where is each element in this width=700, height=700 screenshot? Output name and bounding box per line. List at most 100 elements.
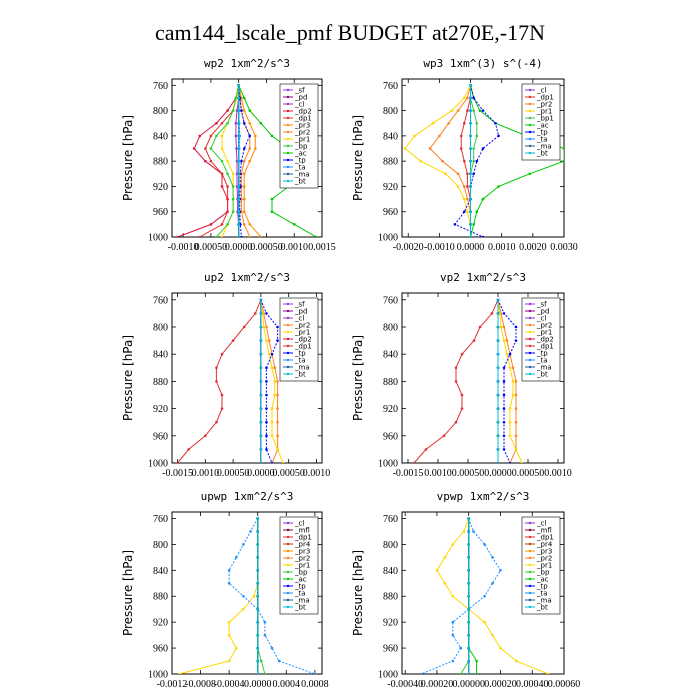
legend-marker <box>528 109 532 113</box>
legend-marker <box>286 130 290 134</box>
series-point-bt <box>237 223 240 226</box>
series-point-pr1 <box>499 646 502 650</box>
legend-marker <box>528 584 532 588</box>
x-tick-label: 0.0030 <box>550 242 578 253</box>
legend-label: _pd <box>294 307 307 315</box>
series-point-pr1 <box>463 197 466 201</box>
legend-marker <box>528 330 532 334</box>
series-point-pr2 <box>276 393 279 397</box>
series-point-bt <box>256 594 260 598</box>
series-point-pr3 <box>254 134 257 138</box>
legend-marker <box>286 351 290 355</box>
series-point-bp <box>209 147 213 150</box>
series-point-tp <box>265 366 268 370</box>
legend-marker <box>286 137 290 141</box>
series-point-bt <box>469 147 472 150</box>
legend-marker <box>286 365 290 369</box>
series-point-bt <box>237 185 240 188</box>
series-point-bp1 <box>472 159 475 163</box>
series-point-ta <box>451 659 455 663</box>
plot-frame <box>401 511 565 675</box>
legend-marker <box>286 179 290 183</box>
series-point-ac <box>315 235 318 237</box>
legend: _cl_mfl_dp1_pr4_pr3_pr2_pr1_bp_ac_tp_ta_… <box>521 516 561 615</box>
series-point-pr2 <box>463 185 466 188</box>
chart-panel-5: upwp 1xm^2/s^37608008408809209601000-0.0… <box>121 490 329 690</box>
y-tick-label: 880 <box>383 377 398 388</box>
chart-panel-3: up2 1xm^2/s^3 760 800 840 880 920 960 1000-0.00… <box>121 271 330 479</box>
series-point-bt <box>259 461 263 463</box>
series-point-bt <box>469 84 472 87</box>
series-point-pr1 <box>242 607 245 611</box>
series-point-pr1 <box>220 147 224 150</box>
x-tick-label: 0.0004 <box>273 679 301 690</box>
legend-marker <box>528 344 532 348</box>
y-tick-label: 1000 <box>148 233 168 244</box>
legend-marker <box>528 598 532 602</box>
legend-label: _dp1 <box>294 342 312 350</box>
y-tick-label: 960 <box>383 207 398 218</box>
series-point-pr2 <box>466 96 469 100</box>
series-point-tp <box>514 339 518 342</box>
legend-label: _cl <box>536 314 546 322</box>
series-point-ta <box>483 543 486 546</box>
series-point-pr2 <box>511 366 515 370</box>
series-point-ta <box>451 633 455 637</box>
x-tick-label: 0.00060 <box>548 679 581 690</box>
legend-marker <box>528 563 532 567</box>
series-point-ta <box>249 530 252 533</box>
legend-marker <box>286 102 290 106</box>
legend-label: _ac <box>294 149 307 157</box>
series-point-tp <box>265 448 268 451</box>
series-point-bt <box>469 223 472 226</box>
series-point-dp1 <box>209 134 213 138</box>
series-point-ta <box>270 646 274 650</box>
series-point-bt <box>237 197 240 201</box>
series-point-pr2 <box>505 339 509 342</box>
legend-marker <box>528 116 532 120</box>
y-tick-label: 880 <box>383 592 398 603</box>
legend-label: _pd <box>294 93 307 101</box>
series-point-pr3 <box>248 223 252 226</box>
x-tick-label: 0.00000 <box>452 679 485 690</box>
series-point-bt <box>467 556 471 559</box>
series-point-bt <box>259 434 263 438</box>
legend-marker <box>528 144 532 148</box>
y-tick-label: 1000 <box>378 670 398 681</box>
legend-marker <box>528 151 532 155</box>
x-tick-label: 0.00050 <box>272 468 305 479</box>
series-point-bp <box>215 134 218 138</box>
series-point-dp1 <box>463 159 466 163</box>
series-point-dp1 <box>412 461 416 463</box>
series-point-pr1 <box>443 581 447 585</box>
y-tick-label: 880 <box>153 592 168 603</box>
chart-panels: wp2 1xm^2/s^37608008408809209601000-0.00… <box>121 57 580 690</box>
legend-label: _pr1 <box>294 561 310 569</box>
chart-panel-4: vp2 1xm^2/s^3 760 800 840 880 920 960 1000-0.00… <box>351 271 572 479</box>
y-tick-label: 920 <box>153 618 168 629</box>
series-point-pr1 <box>227 659 231 663</box>
series-point-bt <box>467 594 471 598</box>
legend-label: _pr1 <box>536 561 552 569</box>
series-point-ac <box>259 121 263 125</box>
legend-marker <box>286 323 290 327</box>
series-point-pr2 <box>438 134 441 138</box>
series-point-ta <box>419 672 423 674</box>
series-point-bt <box>256 569 260 572</box>
series-point-tp <box>508 352 512 356</box>
series-point-bp <box>263 672 267 674</box>
series-point-bt <box>237 235 240 237</box>
y-axis-label: Pressure [hPa] <box>121 335 135 421</box>
series-point-ta <box>227 581 231 585</box>
series-point-dp1 <box>242 325 246 329</box>
series-point-bt <box>237 159 240 163</box>
series-point-pr1 <box>403 147 407 150</box>
series-point-dp2 <box>204 159 207 163</box>
series-point-dp1 <box>454 380 458 383</box>
series-point-dp2 <box>192 147 196 150</box>
series-point-bt <box>467 569 471 572</box>
series-point-dp1 <box>490 312 494 315</box>
series-point-bt <box>237 172 240 176</box>
series-point-bp <box>231 210 235 214</box>
series-point-pr2 <box>273 366 277 370</box>
